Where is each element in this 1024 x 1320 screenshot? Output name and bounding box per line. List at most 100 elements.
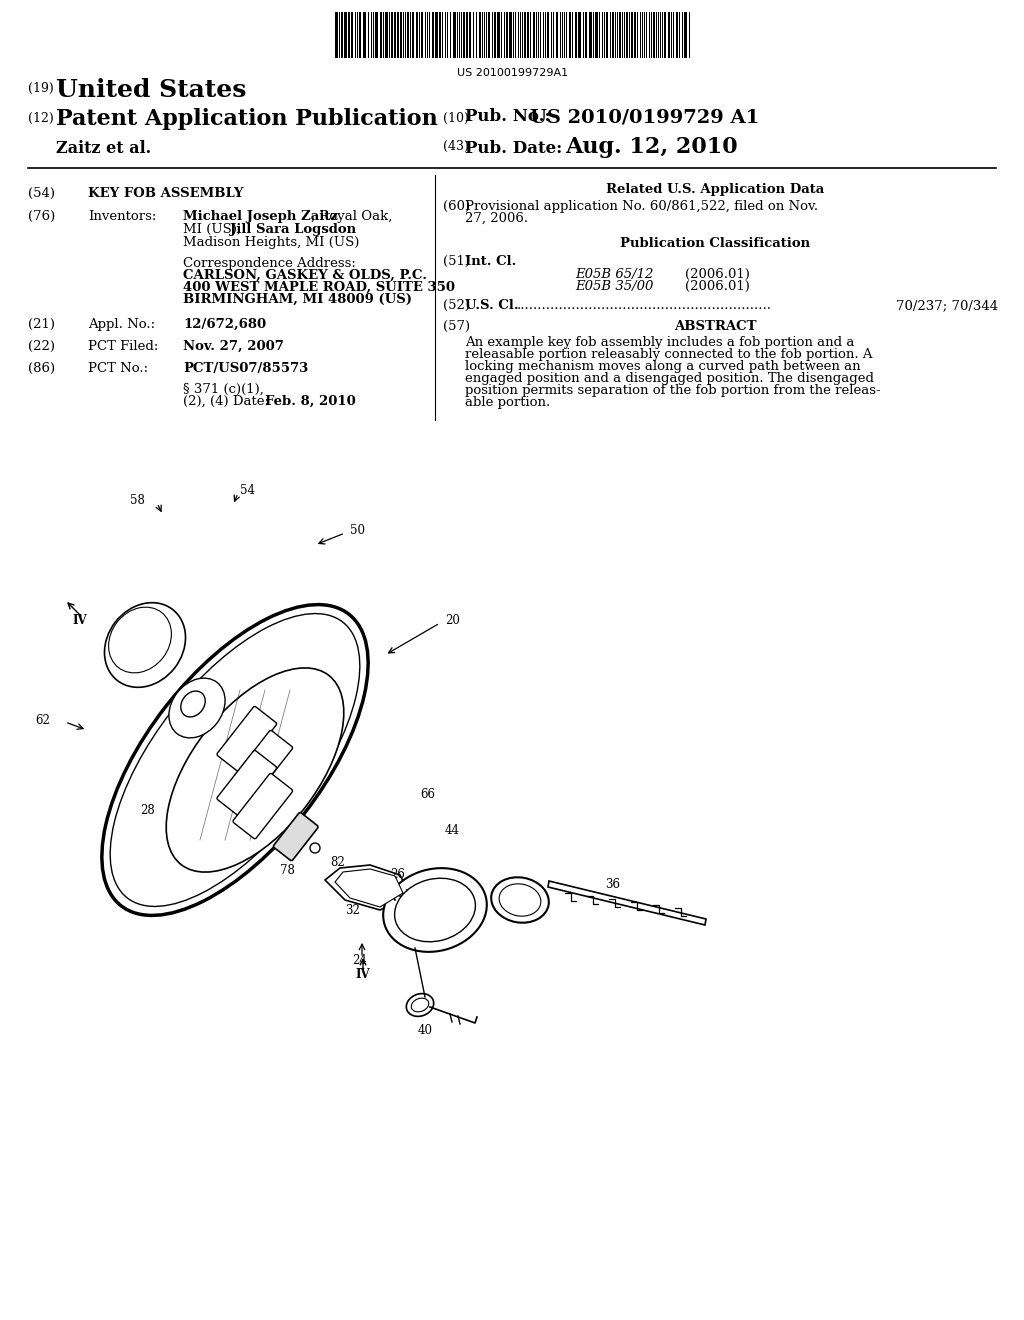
Text: Zaitz et al.: Zaitz et al.: [56, 140, 152, 157]
Bar: [488, 12, 489, 58]
Ellipse shape: [407, 994, 434, 1016]
Text: 70: 70: [205, 854, 220, 866]
Bar: [555, 12, 557, 58]
Text: Related U.S. Application Data: Related U.S. Application Data: [606, 183, 824, 195]
Text: 24: 24: [352, 953, 368, 966]
Ellipse shape: [166, 668, 344, 873]
Bar: [400, 12, 402, 58]
Ellipse shape: [394, 878, 475, 941]
Text: Pub. No.:: Pub. No.:: [465, 108, 551, 125]
Text: BIRMINGHAM, MI 48009 (US): BIRMINGHAM, MI 48009 (US): [183, 293, 412, 306]
Text: Correspondence Address:: Correspondence Address:: [183, 257, 356, 271]
Bar: [362, 12, 366, 58]
Bar: [492, 12, 493, 58]
Bar: [497, 12, 500, 58]
Ellipse shape: [499, 884, 541, 916]
Text: US 20100199729A1: US 20100199729A1: [457, 69, 568, 78]
Bar: [483, 12, 485, 58]
Text: Int. Cl.: Int. Cl.: [465, 255, 516, 268]
Text: § 371 (c)(1),: § 371 (c)(1),: [183, 383, 264, 396]
Text: Provisional application No. 60/861,522, filed on Nov.: Provisional application No. 60/861,522, …: [465, 201, 818, 213]
Text: 54: 54: [240, 483, 255, 496]
Text: 20: 20: [445, 614, 460, 627]
Bar: [524, 12, 525, 58]
Bar: [385, 12, 388, 58]
Bar: [434, 12, 437, 58]
FancyBboxPatch shape: [232, 730, 293, 796]
Polygon shape: [335, 869, 403, 907]
Bar: [578, 12, 581, 58]
Text: 400 WEST MAPLE ROAD, SUITE 350: 400 WEST MAPLE ROAD, SUITE 350: [183, 281, 455, 294]
Text: engaged position and a disengaged position. The disengaged: engaged position and a disengaged positi…: [465, 372, 874, 385]
Polygon shape: [325, 865, 410, 909]
Bar: [631, 12, 633, 58]
Ellipse shape: [492, 878, 549, 923]
Bar: [368, 12, 369, 58]
Bar: [574, 12, 577, 58]
Text: (19): (19): [28, 82, 53, 95]
Text: 66: 66: [420, 788, 435, 801]
Text: US 2010/0199729 A1: US 2010/0199729 A1: [530, 108, 760, 125]
Text: (51): (51): [443, 255, 470, 268]
Text: PCT No.:: PCT No.:: [88, 362, 148, 375]
Bar: [421, 12, 423, 58]
Bar: [427, 12, 428, 58]
Text: (21): (21): [28, 318, 55, 331]
Text: 28: 28: [140, 804, 155, 817]
Bar: [343, 12, 346, 58]
FancyBboxPatch shape: [273, 813, 318, 861]
Bar: [463, 12, 465, 58]
Ellipse shape: [101, 605, 369, 915]
Bar: [410, 12, 411, 58]
Ellipse shape: [412, 998, 429, 1012]
Bar: [547, 12, 549, 58]
Text: Michael Joseph Zaitz: Michael Joseph Zaitz: [183, 210, 338, 223]
Text: ABSTRACT: ABSTRACT: [674, 319, 757, 333]
Bar: [444, 12, 446, 58]
Text: E05B 65/12: E05B 65/12: [575, 268, 653, 281]
Text: United States: United States: [56, 78, 247, 102]
Bar: [653, 12, 654, 58]
Bar: [348, 12, 349, 58]
Bar: [431, 12, 433, 58]
Bar: [359, 12, 361, 58]
Text: 27, 2006.: 27, 2006.: [465, 213, 528, 224]
Bar: [412, 12, 414, 58]
Text: 50: 50: [350, 524, 365, 536]
Text: E05B 35/00: E05B 35/00: [575, 280, 653, 293]
Text: releasable portion releasably connected to the fob portion. A: releasable portion releasably connected …: [465, 348, 872, 360]
Bar: [668, 12, 670, 58]
Text: (60): (60): [443, 201, 470, 213]
Bar: [504, 12, 505, 58]
FancyBboxPatch shape: [217, 751, 276, 816]
Text: Pub. Date:: Pub. Date:: [465, 140, 562, 157]
Ellipse shape: [169, 678, 225, 738]
Bar: [595, 12, 598, 58]
Text: 26: 26: [390, 869, 404, 882]
Text: CARLSON, GASKEY & OLDS, P.C.: CARLSON, GASKEY & OLDS, P.C.: [183, 269, 427, 282]
Bar: [611, 12, 613, 58]
Bar: [626, 12, 628, 58]
Text: PCT Filed:: PCT Filed:: [88, 341, 159, 352]
Text: Feb. 8, 2010: Feb. 8, 2010: [265, 395, 355, 408]
Ellipse shape: [181, 692, 205, 717]
Text: (2), (4) Date:: (2), (4) Date:: [183, 395, 269, 408]
Text: KEY FOB ASSEMBLY: KEY FOB ASSEMBLY: [88, 187, 244, 201]
Text: (2006.01): (2006.01): [685, 280, 750, 293]
Bar: [478, 12, 480, 58]
Ellipse shape: [383, 869, 486, 952]
Text: position permits separation of the fob portion from the releas-: position permits separation of the fob p…: [465, 384, 881, 397]
Polygon shape: [548, 880, 706, 925]
Text: Nov. 27, 2007: Nov. 27, 2007: [183, 341, 284, 352]
Bar: [650, 12, 652, 58]
Text: 44: 44: [445, 824, 460, 837]
Text: (2006.01): (2006.01): [685, 268, 750, 281]
Bar: [565, 12, 567, 58]
Bar: [589, 12, 592, 58]
Bar: [618, 12, 621, 58]
Text: 82: 82: [330, 855, 345, 869]
Bar: [397, 12, 399, 58]
Text: , Royal Oak,: , Royal Oak,: [311, 210, 392, 223]
Text: PCT/US07/85573: PCT/US07/85573: [183, 362, 308, 375]
FancyBboxPatch shape: [217, 706, 276, 772]
